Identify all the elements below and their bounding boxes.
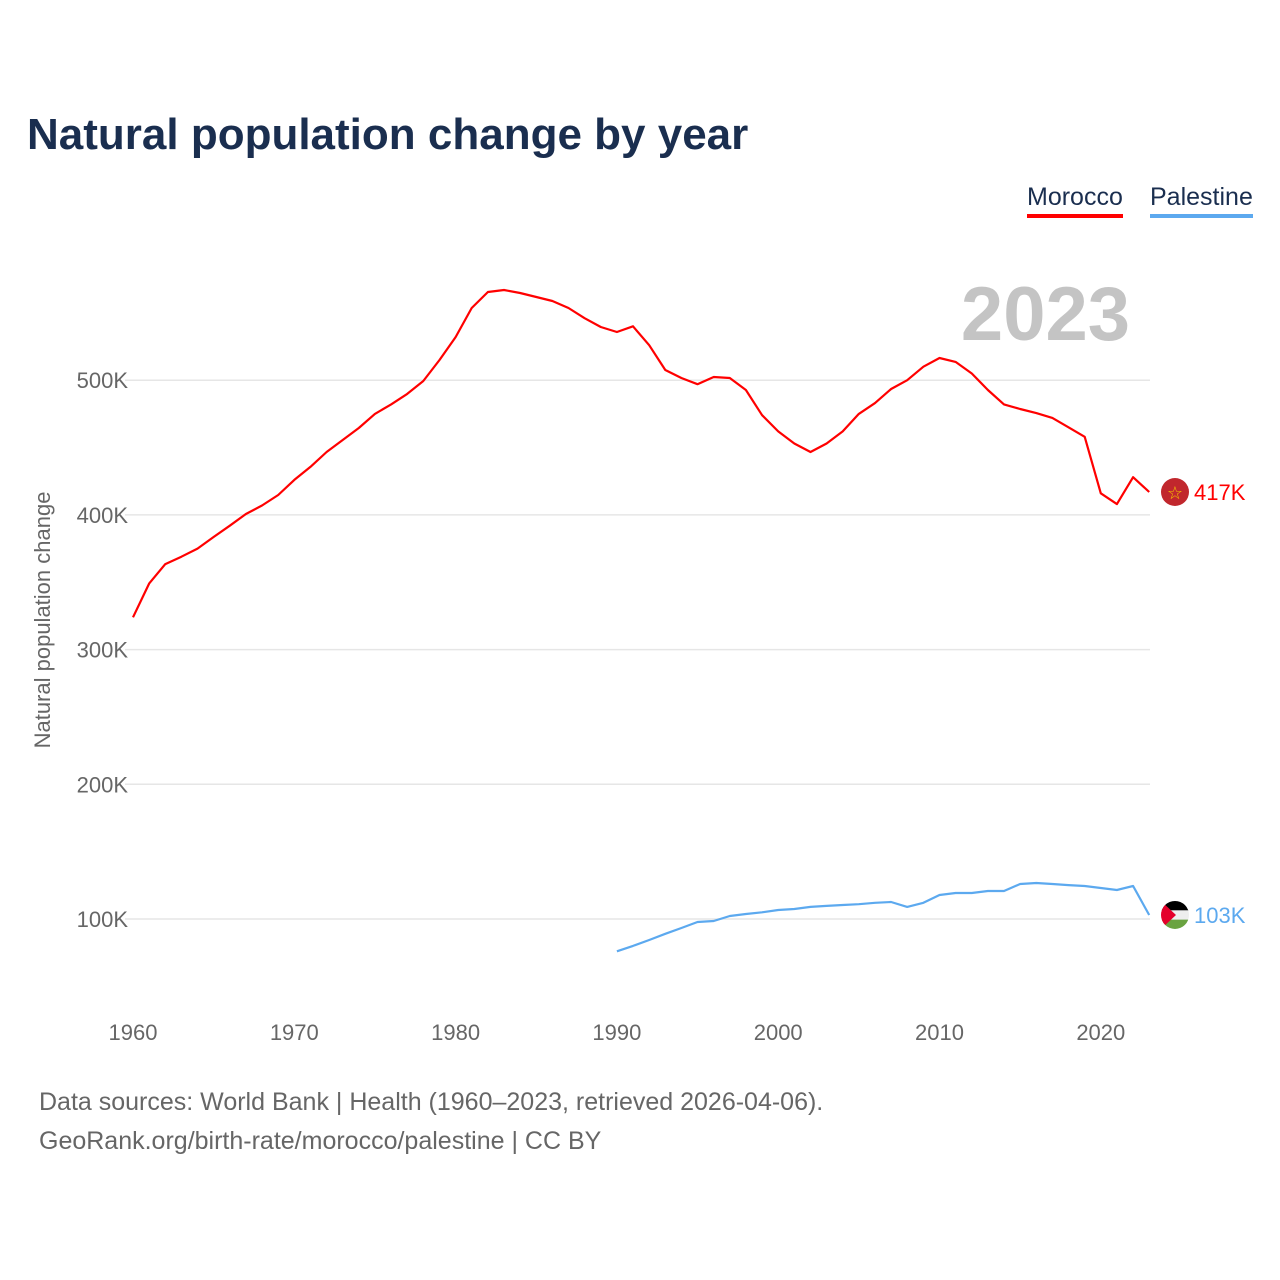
source-link[interactable]: GeoRank.org/birth-rate/morocco/palestine… (39, 1127, 602, 1155)
morocco-flag-icon (1161, 478, 1189, 507)
flag-star-icon: ☆ (1167, 483, 1183, 504)
x-tick-label: 1990 (592, 1020, 641, 1045)
year-label: 2023 (961, 272, 1130, 357)
end-value-label: 103K (1194, 903, 1246, 928)
y-axis-label: Natural population change (30, 492, 55, 749)
x-tick-label: 1970 (270, 1020, 319, 1045)
x-tick-label: 2020 (1076, 1020, 1125, 1045)
chart-title: Natural population change by year (27, 110, 749, 159)
x-tick-label: 1980 (431, 1020, 480, 1045)
series-line-morocco (132, 288, 1150, 618)
y-tick-label: 100K (77, 907, 129, 932)
series-line-palestine (616, 881, 1151, 953)
y-tick-label: 300K (77, 638, 129, 663)
x-tick-label: 2000 (754, 1020, 803, 1045)
legend-morocco[interactable]: Morocco (1027, 183, 1123, 218)
y-tick-label: 500K (77, 368, 129, 393)
palestine-flag-icon (1161, 900, 1189, 929)
y-tick-label: 200K (77, 772, 129, 797)
data-sources: Data sources: World Bank | Health (1960–… (39, 1088, 824, 1116)
end-value-label: 417K (1194, 480, 1246, 505)
x-tick-label: 1960 (109, 1020, 158, 1045)
y-tick-label: 400K (77, 503, 129, 528)
legend-palestine[interactable]: Palestine (1150, 183, 1253, 218)
x-tick-label: 2010 (915, 1020, 964, 1045)
